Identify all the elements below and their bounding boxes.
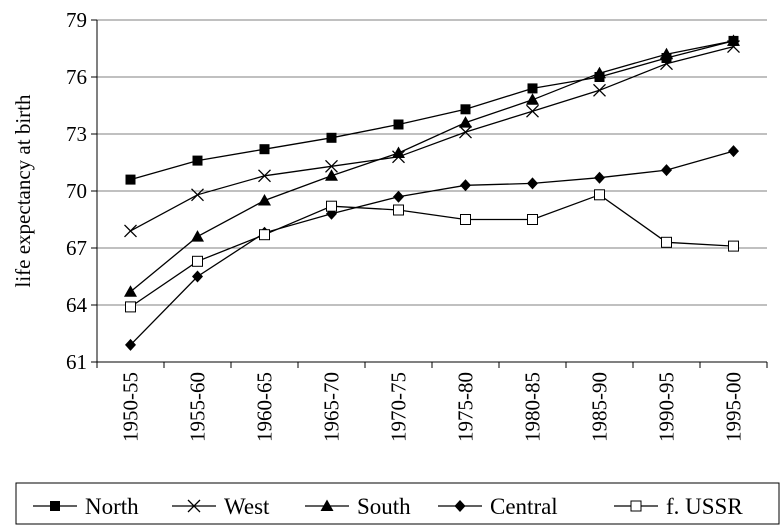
legend-box <box>15 482 780 525</box>
data-point-central-6 <box>527 177 538 190</box>
x-tick-label-1995-00: 1995-00 <box>722 372 746 442</box>
data-point-north-4 <box>393 119 404 130</box>
legend-item-f-ussr: f. USSR <box>614 494 743 519</box>
legend-item-north: North <box>33 494 139 519</box>
y-tick-label-73: 73 <box>66 122 87 146</box>
series-line-north <box>130 40 734 181</box>
y-tick-label-61: 61 <box>66 350 87 374</box>
legend-item-central: Central <box>438 494 558 519</box>
series-f-ussr <box>125 189 739 313</box>
legend-label-north: North <box>85 494 139 519</box>
data-point-west-0 <box>124 224 137 238</box>
legend: North West South Central f. USSR <box>15 482 780 525</box>
data-point-central-7 <box>594 171 605 184</box>
data-point-f-ussr-5 <box>460 214 471 225</box>
x-tick-label-1980-85: 1980-85 <box>521 372 545 442</box>
data-point-central-4 <box>393 190 404 203</box>
y-tick-label-76: 76 <box>66 65 87 89</box>
x-tick-label-1970-75: 1970-75 <box>387 372 411 442</box>
data-point-west-6 <box>526 104 539 118</box>
data-point-south-0 <box>124 285 137 297</box>
legend-marker-central <box>454 500 466 512</box>
x-tick-label-1955-60: 1955-60 <box>186 372 210 442</box>
data-point-north-6 <box>527 83 538 94</box>
y-tick-label-70: 70 <box>66 179 87 203</box>
data-point-west-2 <box>258 169 271 183</box>
data-point-f-ussr-7 <box>594 189 605 201</box>
data-point-f-ussr-3 <box>326 200 337 212</box>
y-tick-label-67: 67 <box>66 236 87 260</box>
data-point-f-ussr-6 <box>527 214 538 225</box>
y-axis-title: life expectancy at birth <box>11 94 35 287</box>
series-south <box>124 34 740 297</box>
legend-marker-south <box>320 499 334 511</box>
x-tick-label-1960-65: 1960-65 <box>253 372 277 442</box>
data-point-f-ussr-8 <box>661 236 672 248</box>
data-point-west-3 <box>325 159 338 173</box>
data-point-central-5 <box>460 179 471 192</box>
series-group <box>124 34 740 351</box>
legend-marker-f-ussr <box>630 500 642 512</box>
data-point-north-5 <box>460 104 471 115</box>
data-point-west-7 <box>593 83 606 97</box>
data-point-west-8 <box>660 57 673 71</box>
x-tick-label-1990-95: 1990-95 <box>655 372 679 442</box>
series-line-f-ussr <box>130 194 734 308</box>
data-point-south-5 <box>459 116 472 128</box>
data-point-south-3 <box>325 169 338 181</box>
series-line-central <box>130 150 734 346</box>
legend-item-west: West <box>172 494 270 519</box>
data-point-north-0 <box>125 174 136 185</box>
data-point-west-1 <box>191 188 204 202</box>
x-tick-label-1950-55: 1950-55 <box>119 372 143 442</box>
data-point-north-3 <box>326 132 337 143</box>
legend-label-f-ussr: f. USSR <box>666 494 743 519</box>
y-tick-label-79: 79 <box>66 8 87 32</box>
data-point-central-1 <box>192 270 203 283</box>
legend-marker-north <box>50 501 60 511</box>
data-point-south-4 <box>392 146 405 158</box>
y-tick-labels: 61 64 67 70 73 76 79 <box>66 8 88 374</box>
data-point-south-7 <box>593 66 606 79</box>
data-point-central-9 <box>728 145 739 158</box>
axes <box>91 19 768 368</box>
data-point-f-ussr-0 <box>125 301 136 313</box>
series-north <box>125 35 739 185</box>
data-point-south-6 <box>526 93 539 105</box>
data-point-south-9 <box>727 34 740 46</box>
data-point-north-1 <box>192 155 203 166</box>
legend-item-south: South <box>305 494 411 519</box>
data-point-south-8 <box>660 47 673 60</box>
x-tick-label-1975-80: 1975-80 <box>454 372 478 442</box>
data-point-south-2 <box>258 194 271 206</box>
data-point-f-ussr-9 <box>728 240 739 252</box>
data-point-f-ussr-2 <box>259 229 270 241</box>
series-west <box>124 40 740 238</box>
series-line-west <box>130 45 734 232</box>
data-point-central-8 <box>661 164 672 177</box>
x-tick-labels: 1950-55 1955-60 1960-65 1965-70 1970-75 1975-… <box>119 372 746 442</box>
legend-label-west: West <box>224 494 270 519</box>
x-tick-label-1985-90: 1985-90 <box>588 372 612 442</box>
data-point-south-1 <box>191 230 204 242</box>
legend-label-central: Central <box>490 494 558 519</box>
legend-marker-west <box>187 499 201 513</box>
y-tick-label-64: 64 <box>66 293 88 317</box>
x-tick-label-1965-70: 1965-70 <box>320 372 344 442</box>
data-point-f-ussr-4 <box>393 204 404 216</box>
data-point-central-0 <box>125 338 136 351</box>
legend-label-south: South <box>357 494 411 519</box>
data-point-north-2 <box>259 144 270 155</box>
data-point-west-5 <box>459 125 472 139</box>
series-line-south <box>130 40 734 293</box>
data-point-f-ussr-1 <box>192 255 203 267</box>
